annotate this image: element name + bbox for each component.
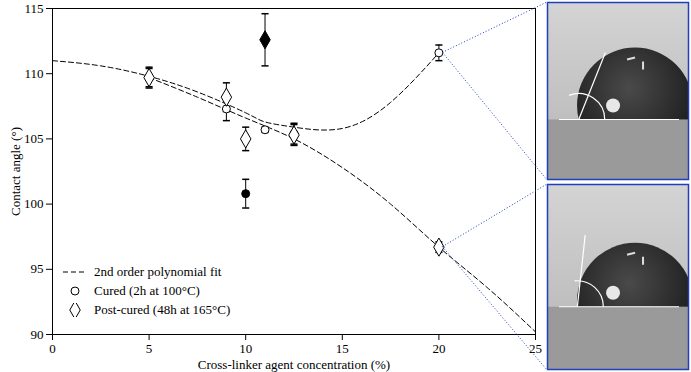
svg-text:10: 10 [239,341,252,356]
svg-text:90: 90 [31,327,44,342]
html-text:Post-cured (48h at 165°C): Post-cured (48h at 165°C) [94,301,231,317]
svg-text:105: 105 [24,131,44,146]
svg-text:5: 5 [146,341,153,356]
svg-text:95: 95 [31,261,44,276]
html-text:Cured (2h at 100°C): Cured (2h at 100°C) [94,282,200,298]
svg-text:100: 100 [24,196,44,211]
svg-text:0: 0 [49,341,56,356]
svg-text:15: 15 [336,341,349,356]
html-text:2nd order polynomial fit: 2nd order polynomial fit [94,263,222,279]
svg-text:115: 115 [24,1,43,16]
svg-text:20: 20 [432,341,445,356]
svg-text:Cross-linker agent concentrati: Cross-linker agent concentration (%) [198,357,390,372]
svg-text:Contact angle (°): Contact angle (°) [8,127,23,216]
svg-text:25: 25 [529,341,542,356]
svg-text:110: 110 [24,66,43,81]
